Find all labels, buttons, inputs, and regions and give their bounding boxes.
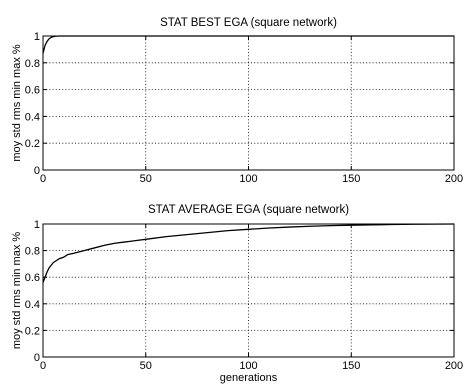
bottom-y-tick-label: 0.4: [25, 299, 40, 311]
bottom-y-tick-label: 0.2: [25, 325, 40, 337]
bottom-y-tick-label: 1: [34, 219, 40, 231]
top-y-tick-label: 1: [34, 31, 40, 43]
bottom-y-tick-label: 0.6: [25, 272, 40, 284]
top-series-line: [42, 35, 454, 54]
bottom-x-tick-label: 0: [40, 360, 46, 372]
bottom-x-tick-label: 150: [342, 360, 360, 372]
bottom-x-axis-label: generations: [220, 372, 278, 384]
top-chart-title: STAT BEST EGA (square network): [160, 17, 337, 29]
bottom-y-tick-label: 0.8: [25, 246, 40, 258]
top-y-axis-label: moy std rms min max %: [11, 44, 23, 162]
top-y-tick-label: 0.4: [25, 111, 40, 123]
bottom-x-tick-label: 100: [239, 360, 257, 372]
top-y-tick-label: 0.8: [25, 58, 40, 70]
bottom-x-tick-label: 50: [140, 360, 152, 372]
bottom-series-line: [42, 223, 455, 283]
top-y-tick-label: 0.6: [25, 85, 40, 97]
top-y-tick-label: 0.2: [25, 138, 40, 150]
top-x-tick-label: 50: [140, 173, 152, 185]
top-x-tick-label: 0: [40, 173, 46, 185]
top-x-tick-label: 150: [342, 173, 360, 185]
bottom-chart-panel: 0 50 100 150 200 0 0.2 0.4 0.6 0.8 1 STAT AVERAGE E…: [11, 204, 463, 384]
top-y-tick-label: 0: [34, 165, 40, 177]
top-x-tick-label: 200: [445, 173, 463, 185]
bottom-chart-title: STAT AVERAGE EGA (square network): [148, 204, 349, 216]
top-chart-panel: 0 50 100 150 200 0 0.2 0.4 0.6 0.8 1 STAT BEST EGA …: [11, 17, 463, 185]
bottom-y-tick-label: 0: [34, 352, 40, 364]
top-x-tick-label: 100: [239, 173, 257, 185]
bottom-y-axis-label: moy std rms min max %: [11, 232, 23, 350]
bottom-x-tick-label: 200: [445, 360, 463, 372]
